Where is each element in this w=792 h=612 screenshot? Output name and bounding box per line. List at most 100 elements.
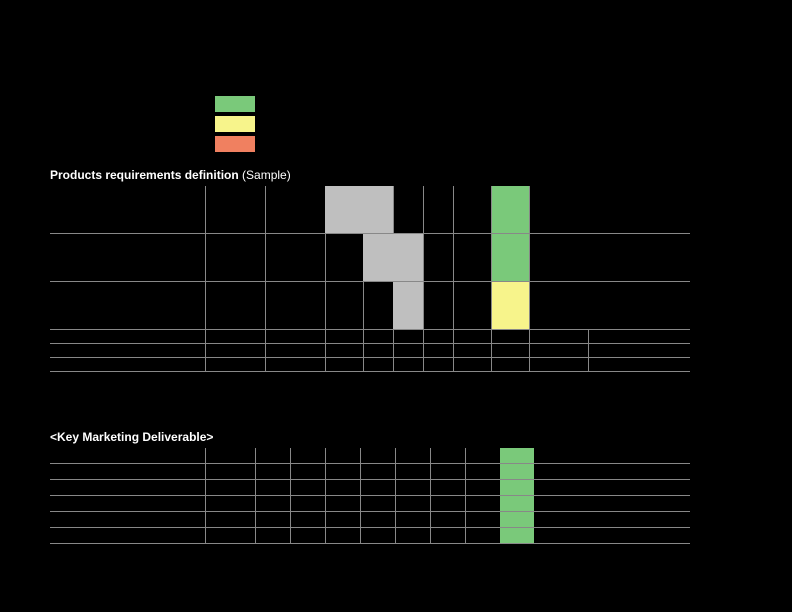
- gantt-cells: [205, 448, 690, 463]
- gantt-cell: [360, 448, 395, 463]
- gantt-cell: [453, 282, 491, 329]
- gantt-row-label: [50, 186, 205, 233]
- gantt-row: [50, 496, 690, 512]
- gantt-bar: [500, 448, 534, 463]
- gantt-row: [50, 282, 690, 330]
- gantt-cell: [205, 464, 255, 479]
- gantt-cell: [325, 282, 363, 329]
- gantt-cell: [423, 358, 453, 371]
- section-title-suffix: (Sample): [239, 168, 291, 182]
- gantt-cell: [395, 512, 430, 527]
- gantt-cell: [325, 528, 360, 543]
- gantt-cell: [265, 282, 325, 329]
- section-title: <Key Marketing Deliverable>: [50, 430, 213, 444]
- gantt-cell: [430, 496, 465, 511]
- gantt-cell: [255, 512, 290, 527]
- gantt-cell: [325, 496, 360, 511]
- gantt-bar: [492, 282, 529, 329]
- legend-swatch-on_track: [215, 96, 255, 112]
- gantt-cell: [265, 234, 325, 281]
- gantt-bar: [492, 186, 529, 233]
- gantt-cell: [453, 234, 491, 281]
- gantt-row-label: [50, 234, 205, 281]
- gantt-cell: [265, 358, 325, 371]
- gantt-cell: [430, 464, 465, 479]
- gantt-cell: [205, 480, 255, 495]
- gantt-cell: [491, 358, 529, 371]
- gantt-cell: [453, 344, 491, 357]
- gantt-bar: [363, 234, 423, 281]
- gantt-row-label: [50, 358, 205, 371]
- gantt-cell: [393, 330, 423, 343]
- gantt-cell: [255, 464, 290, 479]
- gantt-bar: [500, 464, 534, 479]
- gantt-cells: [205, 480, 690, 495]
- gantt-cell: [290, 512, 325, 527]
- gantt-cell: [325, 344, 363, 357]
- gantt-cell: [325, 464, 360, 479]
- gantt-cell: [205, 282, 265, 329]
- gantt-bar: [500, 512, 534, 527]
- gantt-cell: [265, 186, 325, 233]
- section-title-bold: Products requirements definition: [50, 168, 239, 182]
- gantt-row-label: [50, 344, 205, 357]
- gantt-cells: [205, 528, 690, 543]
- gantt-bar: [325, 186, 393, 233]
- gantt-bar: [492, 234, 529, 281]
- gantt-row: [50, 330, 690, 344]
- gantt-row-label: [50, 448, 205, 463]
- gantt-cell: [325, 234, 363, 281]
- gantt-cell: [395, 496, 430, 511]
- gantt-cells: [205, 344, 690, 357]
- gantt-cell: [529, 234, 589, 281]
- gantt-cell: [423, 282, 453, 329]
- gantt-section2: [50, 448, 690, 544]
- legend-swatch-at_risk: [215, 116, 255, 132]
- gantt-cell: [491, 330, 529, 343]
- gantt-row: [50, 344, 690, 358]
- gantt-bar: [500, 496, 534, 511]
- gantt-cell: [423, 186, 453, 233]
- gantt-cell: [395, 464, 430, 479]
- gantt-cell: [325, 512, 360, 527]
- status-legend: [215, 95, 255, 153]
- gantt-cell: [290, 496, 325, 511]
- gantt-cell: [453, 358, 491, 371]
- gantt-cell: [360, 512, 395, 527]
- gantt-cell: [393, 186, 423, 233]
- gantt-cell: [360, 528, 395, 543]
- legend-item-at_risk: [215, 115, 255, 133]
- gantt-cell: [423, 344, 453, 357]
- gantt-cell: [529, 344, 589, 357]
- gantt-cells: [205, 496, 690, 511]
- gantt-cell: [255, 496, 290, 511]
- gantt-cell: [325, 358, 363, 371]
- gantt-cell: [255, 528, 290, 543]
- gantt-cell: [265, 344, 325, 357]
- gantt-cells: [205, 512, 690, 527]
- gantt-cell: [363, 282, 393, 329]
- gantt-cell: [205, 234, 265, 281]
- gantt-row-label: [50, 330, 205, 343]
- gantt-cell: [529, 282, 589, 329]
- gantt-row-label: [50, 512, 205, 527]
- gantt-cell: [290, 480, 325, 495]
- gantt-cell: [325, 480, 360, 495]
- gantt-row-label: [50, 528, 205, 543]
- gantt-cell: [363, 330, 393, 343]
- gantt-cell: [465, 528, 500, 543]
- gantt-cell: [529, 330, 589, 343]
- gantt-cell: [465, 480, 500, 495]
- gantt-cell: [465, 448, 500, 463]
- gantt-bar: [500, 480, 534, 495]
- legend-swatch-high_risk: [215, 136, 255, 152]
- gantt-cell: [430, 480, 465, 495]
- gantt-row: [50, 464, 690, 480]
- gantt-bar: [500, 528, 534, 543]
- gantt-cells: [205, 330, 690, 343]
- gantt-cell: [395, 480, 430, 495]
- gantt-row-label: [50, 496, 205, 511]
- gantt-cell: [363, 344, 393, 357]
- gantt-cell: [465, 512, 500, 527]
- gantt-cell: [290, 464, 325, 479]
